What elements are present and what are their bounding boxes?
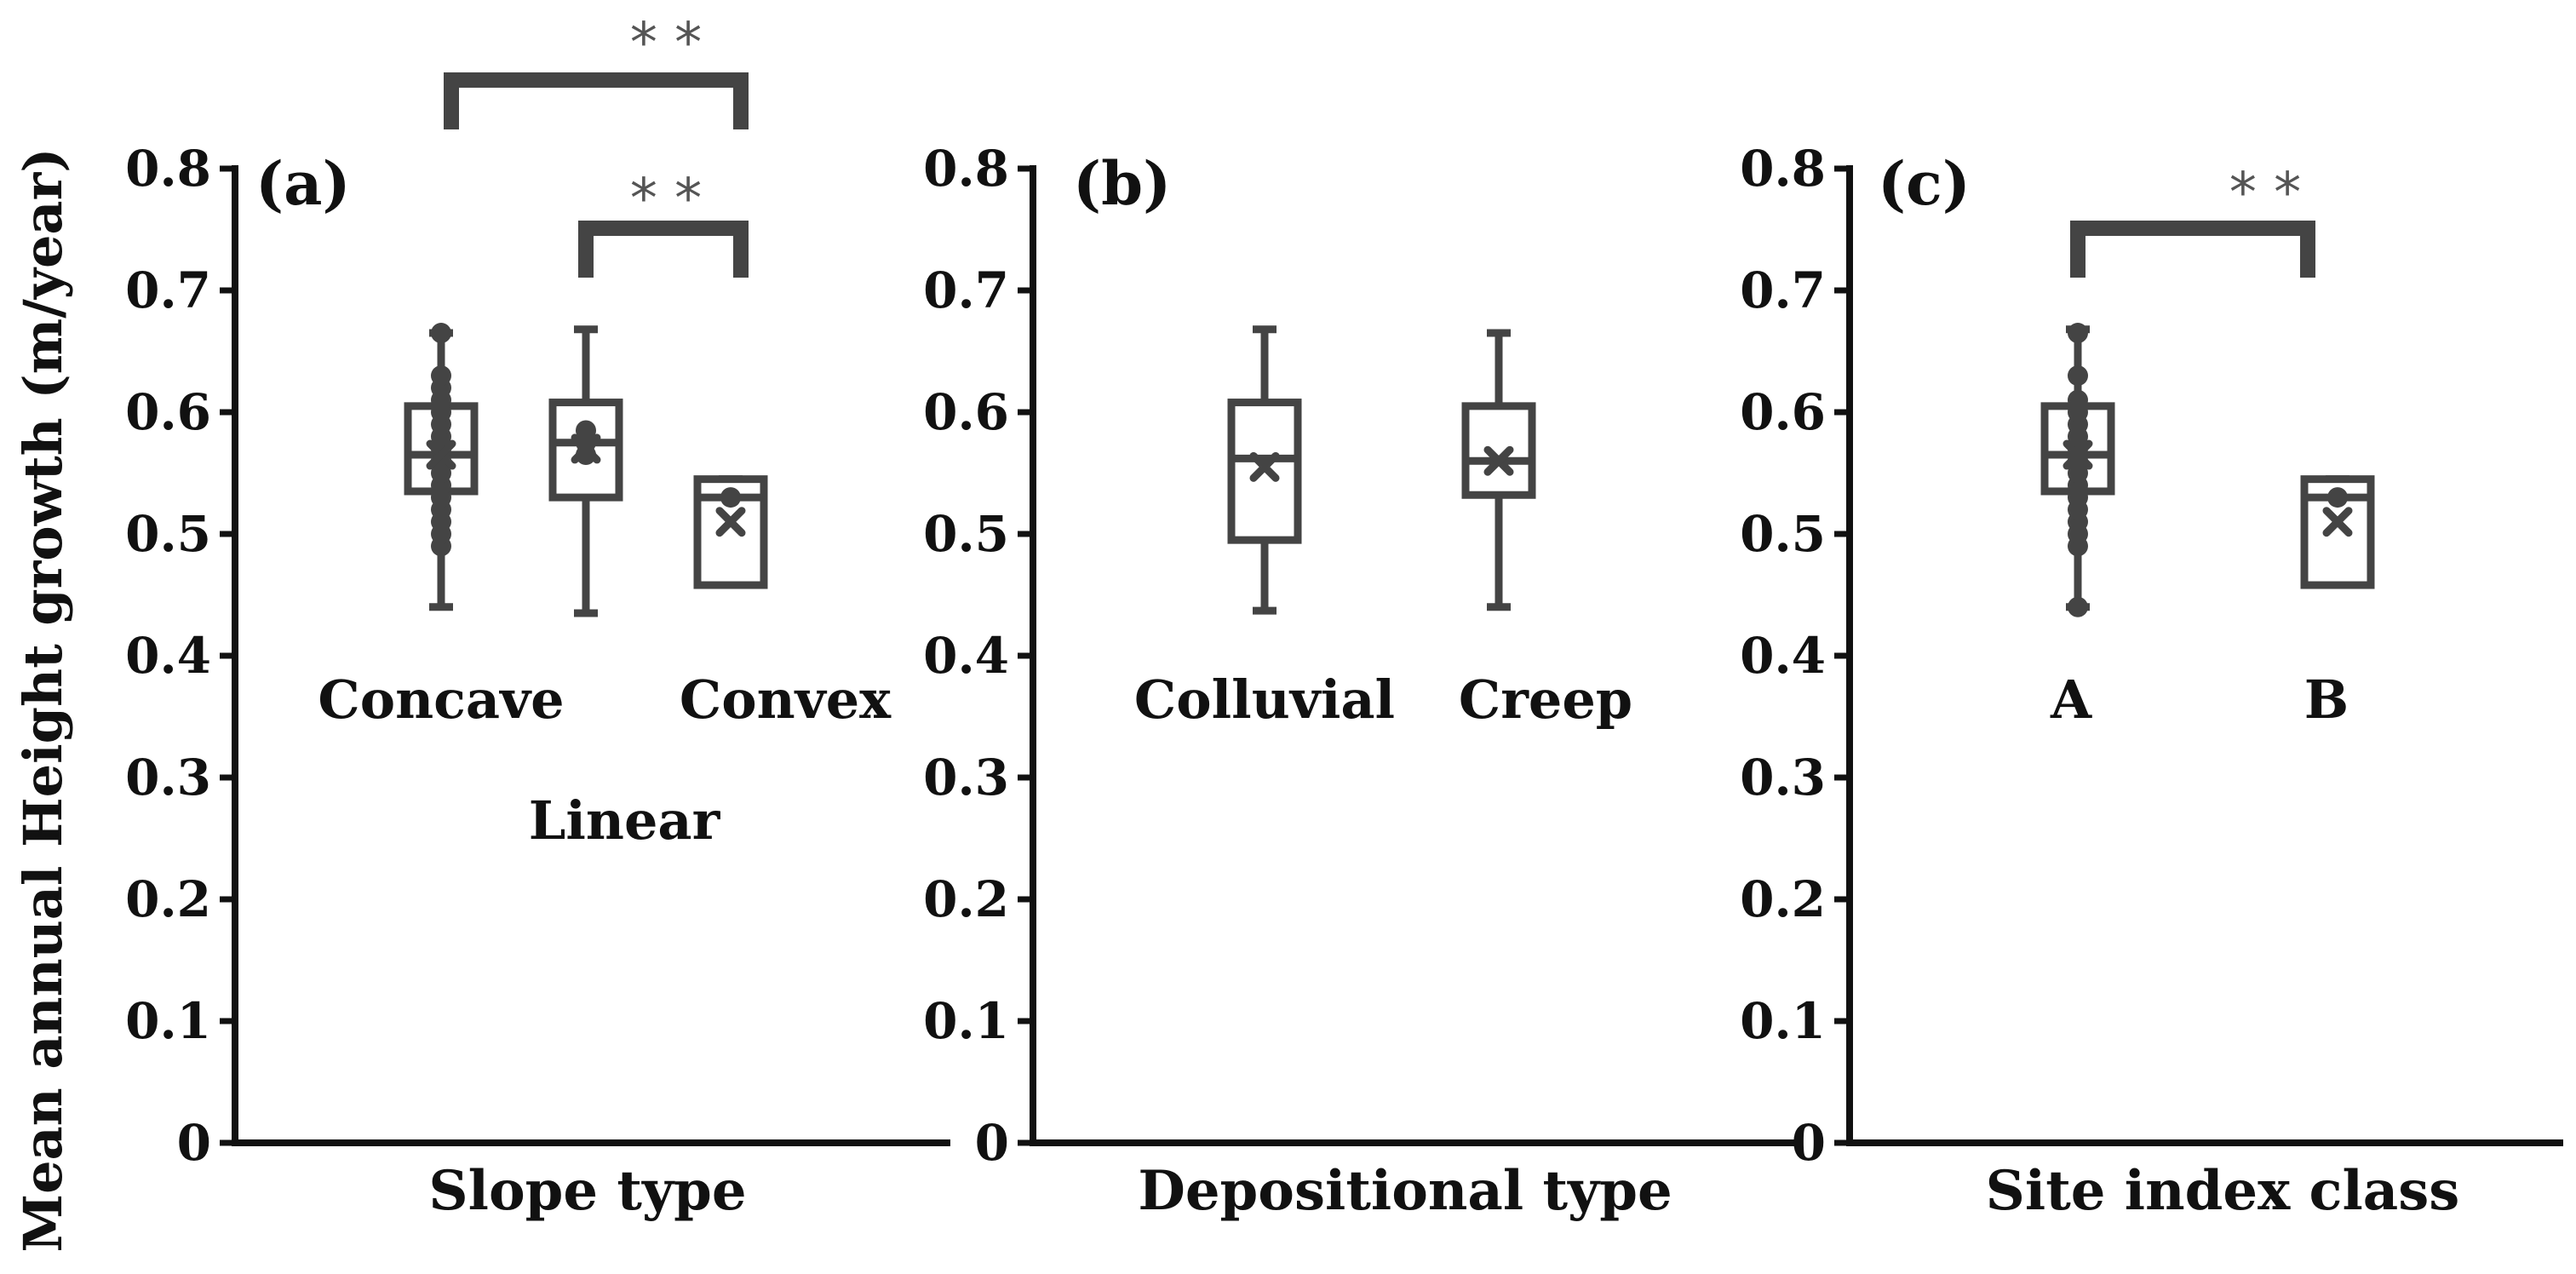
y-tick-label: 0.6: [923, 383, 1009, 441]
mean-marker-stroke: [2322, 507, 2353, 537]
y-tick-label: 0: [975, 1114, 1009, 1172]
x-axis-label: Slope type: [428, 1159, 746, 1223]
category-label: Colluvial: [1134, 669, 1395, 731]
box-plot: [2040, 323, 2115, 617]
mean-marker: [571, 433, 601, 464]
mean-marker-stroke: [2063, 439, 2093, 470]
panel-label: (b): [1073, 148, 1171, 219]
y-tick-label: 0.1: [125, 992, 211, 1050]
bracket-line: [578, 221, 749, 278]
panels: 0 0.1 0.2 0.3 0.4 0.5 0.6 0.7 0.8 (a) Slope type Co…: [125, 12, 2563, 1223]
significance-bracket: * *: [444, 12, 749, 129]
y-tick-label: 0.7: [1740, 261, 1826, 319]
mean-marker: [1483, 445, 1514, 476]
y-axis-label: Mean annual Height growth (m/year): [12, 147, 74, 1252]
box-plot: [693, 475, 768, 589]
mean-marker-stroke: [426, 439, 456, 470]
y-tick-label: 0: [177, 1114, 211, 1172]
y-tick-label: 0.6: [125, 383, 211, 441]
x-axis-label: Site index class: [1986, 1159, 2460, 1223]
y-tick-label: 0.1: [1740, 992, 1826, 1050]
y-tick-label: 0.6: [1740, 383, 1826, 441]
category-label: B: [2304, 669, 2349, 731]
chart-panel: 0 0.1 0.2 0.3 0.4 0.5 0.6 0.7 0.8 (c) Site index c…: [1740, 140, 2563, 1223]
y-tick-label: 0.2: [923, 870, 1009, 928]
data-point: [2068, 365, 2088, 387]
y-tick-label: 0.7: [923, 261, 1009, 319]
y-tick-label: 0.8: [125, 140, 211, 198]
y-tick-label: 0.3: [923, 749, 1009, 806]
chart-panel: 0 0.1 0.2 0.3 0.4 0.5 0.6 0.7 0.8 (a) Slope type Co…: [125, 12, 950, 1223]
y-tick-label: 0.4: [125, 627, 211, 685]
box-plot: [404, 323, 479, 611]
panel-label: (a): [255, 148, 351, 219]
mean-marker: [426, 439, 456, 470]
chart-panel: 0 0.1 0.2 0.3 0.4 0.5 0.6 0.7 0.8 (b) Depositional…: [923, 140, 1795, 1223]
mean-marker: [1249, 451, 1280, 482]
category-label: Creep: [1459, 669, 1632, 731]
box-plot: [2300, 475, 2375, 589]
y-tick-label: 0.5: [923, 505, 1009, 563]
data-point: [2068, 596, 2088, 617]
y-tick-label: 0.8: [1740, 140, 1826, 198]
data-point: [720, 487, 741, 508]
y-tick-label: 0.3: [125, 749, 211, 806]
category-label: A: [2050, 669, 2092, 731]
mean-marker: [2063, 439, 2093, 470]
y-tick-label: 0.2: [1740, 870, 1826, 928]
y-tick-label: 0.3: [1740, 749, 1826, 806]
mean-marker-stroke: [571, 433, 601, 464]
mean-marker: [2322, 507, 2353, 537]
box-iqr: [1461, 402, 1536, 499]
data-point: [576, 420, 596, 441]
y-tick-label: 0.7: [125, 261, 211, 319]
mean-marker: [715, 507, 746, 537]
y-tick-label: 0.2: [125, 870, 211, 928]
significance-label: * *: [2229, 162, 2301, 225]
y-tick-label: 0: [1792, 1114, 1826, 1172]
y-tick-label: 0.8: [923, 140, 1009, 198]
category-label: Convex: [680, 669, 892, 731]
x-axis-label: Depositional type: [1138, 1159, 1672, 1223]
y-tick-label: 0.4: [923, 627, 1009, 685]
mean-marker-stroke: [1249, 451, 1280, 482]
data-point: [2068, 389, 2088, 410]
y-tick-label: 0.5: [125, 505, 211, 563]
bracket-line: [444, 72, 749, 129]
y-tick-label: 0.5: [1740, 505, 1826, 563]
box-plot: [1227, 325, 1302, 615]
mean-marker-stroke: [1483, 445, 1514, 476]
box-iqr: [1227, 399, 1302, 544]
bracket-line: [2070, 221, 2315, 278]
box-plot: [548, 325, 623, 617]
data-point: [431, 323, 451, 344]
y-tick-label: 0.4: [1740, 627, 1826, 685]
data-point: [431, 365, 451, 387]
significance-label: * *: [630, 12, 702, 75]
y-tick-label: 0.1: [923, 992, 1009, 1050]
data-point: [2327, 487, 2348, 508]
panel-label: (c): [1878, 148, 1971, 219]
mean-marker-stroke: [715, 507, 746, 537]
significance-bracket: * *: [2070, 162, 2315, 278]
significance-bracket: * *: [578, 168, 749, 278]
data-point: [2068, 323, 2088, 344]
category-label: Concave: [318, 669, 564, 731]
category-label: Linear: [529, 789, 721, 852]
significance-label: * *: [630, 168, 702, 231]
box-plot: [1461, 329, 1536, 611]
